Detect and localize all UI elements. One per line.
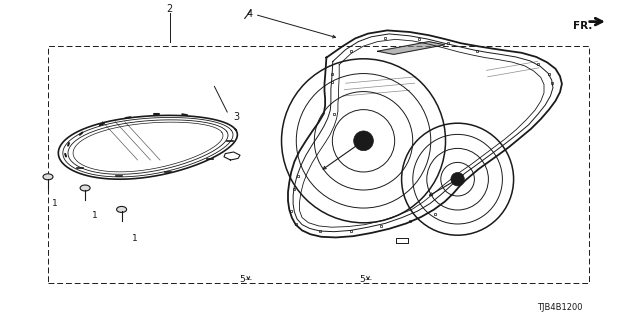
Ellipse shape [116,206,127,212]
Bar [48,46,589,283]
Text: 1: 1 [92,212,97,220]
Text: 2: 2 [166,4,173,14]
Text: 3: 3 [234,112,240,122]
Ellipse shape [43,174,53,180]
Circle shape [354,131,373,151]
Polygon shape [378,42,445,54]
Text: —: — [245,276,252,283]
Text: TJB4B1200: TJB4B1200 [537,303,583,312]
Text: 5: 5 [359,275,365,284]
Text: 5: 5 [239,275,245,284]
Text: 1: 1 [52,199,57,208]
Text: FR.: FR. [573,20,592,31]
Circle shape [451,172,465,186]
Text: —: — [365,276,371,283]
Text: 1: 1 [132,234,137,243]
Ellipse shape [80,185,90,191]
Text: 4: 4 [246,9,253,20]
